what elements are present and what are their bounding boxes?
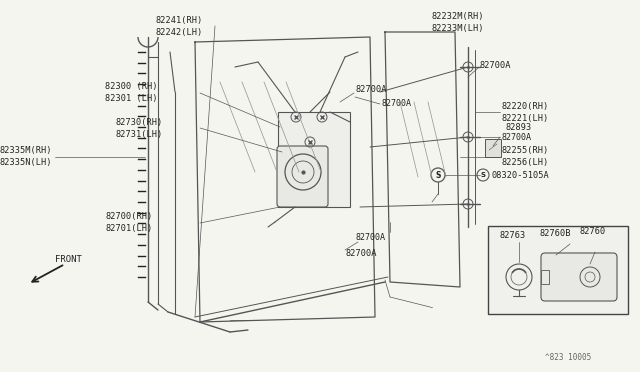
Text: 82700A: 82700A [480, 61, 511, 70]
Text: 82241(RH): 82241(RH) [155, 16, 202, 25]
Text: 82300 (RH): 82300 (RH) [105, 83, 157, 92]
Text: ^823 10005: ^823 10005 [545, 353, 591, 362]
FancyBboxPatch shape [541, 253, 617, 301]
Text: 82700A: 82700A [382, 99, 412, 109]
Text: 82221(LH): 82221(LH) [502, 113, 549, 122]
Text: S: S [435, 170, 441, 180]
Text: 82701(LH): 82701(LH) [105, 224, 152, 234]
Bar [485, 139, 501, 157]
Text: 82256(LH): 82256(LH) [502, 157, 549, 167]
Text: 82335M(RH): 82335M(RH) [0, 145, 52, 154]
Text: 82232M(RH): 82232M(RH) [432, 13, 484, 22]
Bar [278, 112, 350, 207]
Text: 82893: 82893 [505, 122, 531, 131]
Text: S: S [481, 172, 486, 178]
Text: 82700A: 82700A [355, 86, 387, 94]
Text: 82220(RH): 82220(RH) [502, 102, 549, 110]
Text: FRONT: FRONT [55, 256, 82, 264]
Text: 82700A: 82700A [345, 250, 376, 259]
Text: 82255(RH): 82255(RH) [502, 145, 549, 154]
Text: 82731(LH): 82731(LH) [115, 129, 163, 138]
Text: 82700A: 82700A [502, 132, 532, 141]
Text: 82335N(LH): 82335N(LH) [0, 157, 52, 167]
Text: 82700(RH): 82700(RH) [105, 212, 152, 221]
Text: 82763: 82763 [500, 231, 526, 240]
Text: 82760: 82760 [580, 228, 606, 237]
Text: 82730(RH): 82730(RH) [115, 118, 163, 126]
Text: 82242(LH): 82242(LH) [155, 28, 202, 36]
Text: 82233M(LH): 82233M(LH) [432, 25, 484, 33]
Text: 82700A: 82700A [355, 232, 385, 241]
Text: 08320-5105A: 08320-5105A [491, 170, 548, 180]
Bar [488, 226, 628, 314]
Bar [541, 270, 549, 284]
Text: 82760B: 82760B [540, 230, 572, 238]
FancyBboxPatch shape [277, 146, 328, 207]
Text: 82301 (LH): 82301 (LH) [105, 94, 157, 103]
